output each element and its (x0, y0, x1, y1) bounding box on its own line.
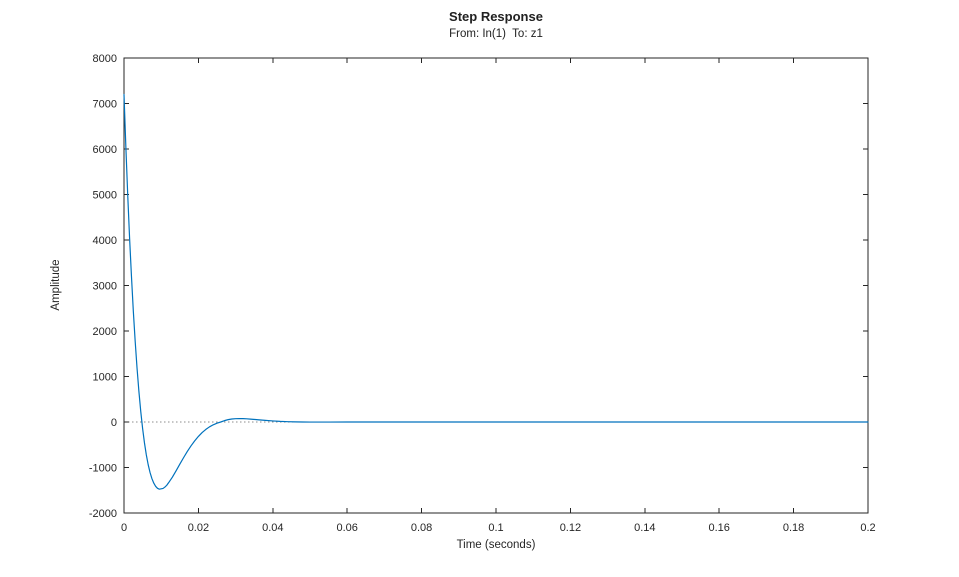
x-tick-label: 0 (121, 522, 127, 534)
y-tick-label: 8000 (93, 53, 117, 65)
response-curve (123, 93, 869, 490)
x-tick-label: 0.12 (560, 522, 581, 534)
y-tick-label: 5000 (93, 190, 117, 202)
x-tick-label: 0.16 (708, 522, 729, 534)
x-tick-label: 0.14 (634, 522, 655, 534)
x-tick-label: 0.1 (488, 522, 503, 534)
y-tick-label: -2000 (89, 508, 117, 520)
x-tick-label: 0.02 (188, 522, 209, 534)
chart-title: Step Response (449, 9, 543, 24)
y-tick-label: 4000 (93, 235, 117, 247)
x-tick-label: 0.2 (860, 522, 875, 534)
y-axis-label: Amplitude (50, 259, 62, 311)
y-tick-label: 2000 (93, 326, 117, 338)
x-tick-label: 0.04 (262, 522, 283, 534)
axes-box (123, 57, 869, 514)
x-axis-label: Time (seconds) (456, 539, 536, 551)
chart-subtitle: From: In(1) To: z1 (449, 28, 543, 40)
x-tick-label: 0.06 (336, 522, 357, 534)
y-tick-label: -1000 (89, 463, 117, 475)
x-tick-label: 0.08 (411, 522, 432, 534)
y-tick-label: 6000 (93, 144, 117, 156)
y-tick-label: 7000 (93, 99, 117, 111)
y-tick-label: 0 (111, 417, 117, 429)
x-tick-label: 0.18 (783, 522, 804, 534)
y-tick-label: 3000 (93, 281, 117, 293)
y-tick-label: 1000 (93, 372, 117, 384)
